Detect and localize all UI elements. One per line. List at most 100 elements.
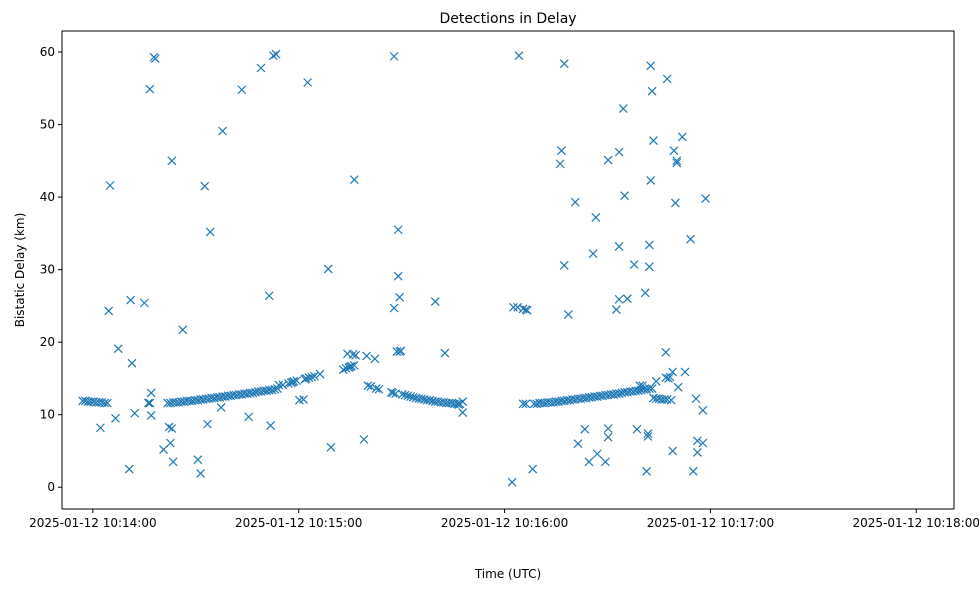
data-point-marker [406,392,415,401]
x-tick-label: 2025-01-12 10:14:00 [29,516,156,530]
data-point-marker [278,380,288,390]
data-point-marker [397,389,407,399]
data-point-marker [601,457,610,467]
data-point-marker [573,439,583,449]
data-point-marker [647,86,657,96]
chart-title: Detections in Delay [439,11,576,27]
data-point-marker [528,464,538,474]
data-point-marker [622,294,632,304]
data-point-marker [347,361,356,371]
data-point-marker [388,388,398,398]
y-tick-label: 60 [40,45,55,59]
data-point-marker [670,198,680,208]
data-point-marker [677,132,687,142]
data-point-marker [150,54,160,63]
data-point-marker [425,395,435,405]
data-point-marker [507,477,517,487]
data-point-marker [395,292,405,302]
data-point-marker [580,424,590,434]
data-point-marker [638,381,647,391]
data-point-marker [104,306,114,316]
data-point-marker [144,398,153,408]
data-point-marker [673,382,683,392]
data-point-marker [647,384,657,394]
data-point-marker [633,386,643,396]
data-point-marker [256,63,266,73]
data-point-marker [686,234,695,244]
data-point-marker [640,288,650,298]
x-tick-label: 2025-01-12 10:16:00 [441,516,568,530]
data-point-marker [522,305,532,315]
data-point-marker [271,49,281,59]
data-point-marker [203,419,212,429]
data-point-marker [304,373,314,383]
data-point-marker [592,449,602,459]
data-point-marker [124,464,134,474]
y-tick-label: 10 [40,408,55,422]
data-point-marker [315,369,325,379]
data-point-marker [145,398,155,408]
data-point-marker [701,194,711,203]
data-point-marker [370,354,380,364]
data-point-marker [366,381,376,391]
y-tick-label: 50 [40,118,55,132]
data-point-marker [113,344,123,354]
data-point-marker [396,346,406,356]
data-point-marker [351,350,361,360]
data-point-marker [168,457,178,467]
data-point-marker [126,295,136,305]
x-axis: 2025-01-12 10:14:00 2025-01-12 10:15:00 20… [29,509,979,530]
data-point-marker [669,146,679,156]
data-point-marker [196,469,206,478]
data-point-marker [614,294,624,304]
data-point-marker [458,408,468,417]
data-point-marker [96,423,105,433]
data-point-marker [644,384,654,394]
data-point-marker [167,156,177,166]
data-point-marker [205,227,215,237]
y-tick-label: 40 [40,190,55,204]
data-point-marker [102,398,112,408]
data-point-marker [509,302,518,312]
y-tick-label: 20 [40,335,55,349]
data-point-marker [649,136,658,145]
data-point-marker [289,376,299,386]
data-point-marker [139,298,149,308]
data-point-marker [588,249,598,259]
data-point-marker [146,411,156,420]
data-point-marker [301,374,311,383]
data-point-marker [244,412,254,422]
data-point-marker [691,394,701,404]
data-point-marker [178,325,188,335]
data-point-marker [458,397,468,407]
data-point-marker [267,385,277,395]
data-point-marker [668,446,678,456]
data-point-marker [642,466,652,476]
data-point-marker [374,384,384,394]
data-point-marker [563,310,573,320]
data-point-marker [100,398,109,408]
data-point-marker [584,457,594,467]
data-point-marker [661,347,671,357]
data-point-marker [200,181,210,191]
data-point-marker [618,104,628,114]
data-point-marker [672,156,682,166]
data-point-marker [666,395,676,405]
y-axis: 0 10 20 30 40 50 60 [40,45,62,494]
data-point-marker [266,421,276,431]
data-point-marker [680,367,690,377]
data-point-marker [514,51,524,61]
data-point-marker [216,403,226,412]
data-point-marker [651,376,661,386]
data-point-marker [303,78,313,87]
data-point-marker [513,302,523,312]
data-point-marker [323,264,333,274]
data-point-marker [307,372,317,382]
data-point-marker [518,399,528,409]
data-point-marker [559,260,569,270]
data-point-marker [248,388,258,398]
y-tick-label: 0 [47,480,55,494]
data-point-marker [662,74,672,84]
data-point-marker [559,59,569,69]
